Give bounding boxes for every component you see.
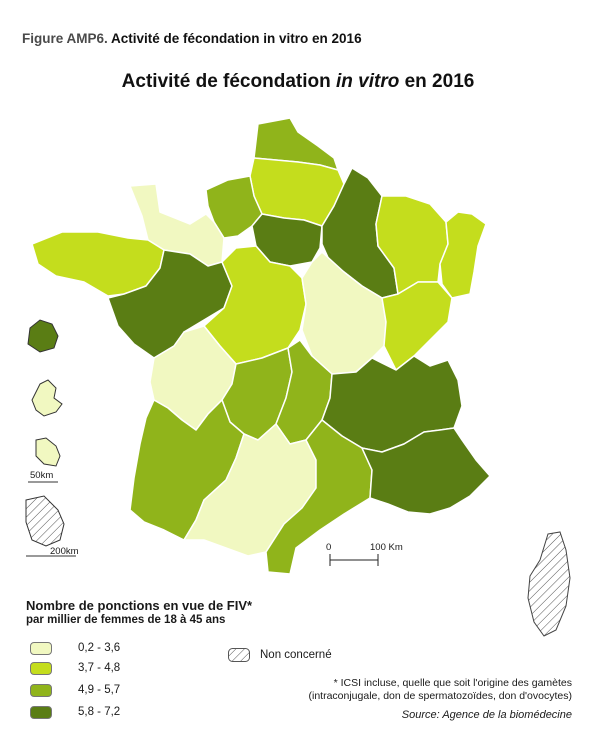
legend-swatch xyxy=(30,661,52,675)
legend-swatch xyxy=(30,683,52,697)
figure-label: Figure AMP6. xyxy=(22,31,108,46)
figure-text: Activité de fécondation in vitro en 2016 xyxy=(111,31,362,46)
scale-end: 100 Km xyxy=(370,542,403,553)
region-franche-comte xyxy=(381,281,453,371)
not-concerned-label: Non concerné xyxy=(260,649,332,661)
source: Source: Agence de la biomédecine xyxy=(401,709,572,721)
footnote-line2: (intraconjugale, don de spermatozoïdes, … xyxy=(308,690,573,702)
scale-zero: 0 xyxy=(326,542,332,553)
region-centre xyxy=(203,245,307,365)
inset-martinique xyxy=(35,437,61,467)
legend-title: Nombre de ponctions en vue de FIV* xyxy=(26,598,253,613)
region-alsace xyxy=(439,211,487,299)
inset-scale-large-label: 200km xyxy=(50,546,79,557)
legend-label: 5,8 - 7,2 xyxy=(78,706,121,718)
legend-not-concerned: Non concerné xyxy=(228,648,332,662)
legend-label: 4,9 - 5,7 xyxy=(78,684,121,696)
map-title: Activité de fécondation in vitro en 2016 xyxy=(0,71,596,93)
legend-label: 0,2 - 3,6 xyxy=(78,642,121,654)
inset-guyane xyxy=(25,495,65,547)
legend-item: 5,8 - 7,2 xyxy=(30,704,120,720)
legend-item: 0,2 - 3,6 xyxy=(30,640,120,656)
inset-reunion xyxy=(27,319,59,353)
footnote-line1: * ICSI incluse, quelle que soit l'origin… xyxy=(333,677,572,689)
inset-scale-small-label: 50km xyxy=(30,470,54,481)
map-title-post: en 2016 xyxy=(399,71,475,92)
legend-item: 3,7 - 4,8 xyxy=(30,660,120,676)
legend-swatch xyxy=(30,641,52,655)
legend-item: 4,9 - 5,7 xyxy=(30,682,120,698)
footnote: * ICSI incluse, quelle que soit l'origin… xyxy=(309,677,573,703)
legend-swatch xyxy=(30,705,52,719)
region-corse xyxy=(527,531,571,637)
legend-subtitle: par millier de femmes de 18 à 45 ans xyxy=(26,614,226,626)
figure-caption: Figure AMP6. Activité de fécondation in … xyxy=(22,31,362,46)
legend-label: 3,7 - 4,8 xyxy=(78,662,121,674)
scale-bar xyxy=(329,554,379,566)
region-languedoc-roussillon xyxy=(265,419,373,575)
map-title-em: in vitro xyxy=(335,71,400,92)
not-concerned-swatch xyxy=(228,648,250,662)
region-paca xyxy=(361,427,491,515)
map-title-pre: Activité de fécondation xyxy=(121,71,336,92)
inset-guadeloupe xyxy=(31,379,63,417)
